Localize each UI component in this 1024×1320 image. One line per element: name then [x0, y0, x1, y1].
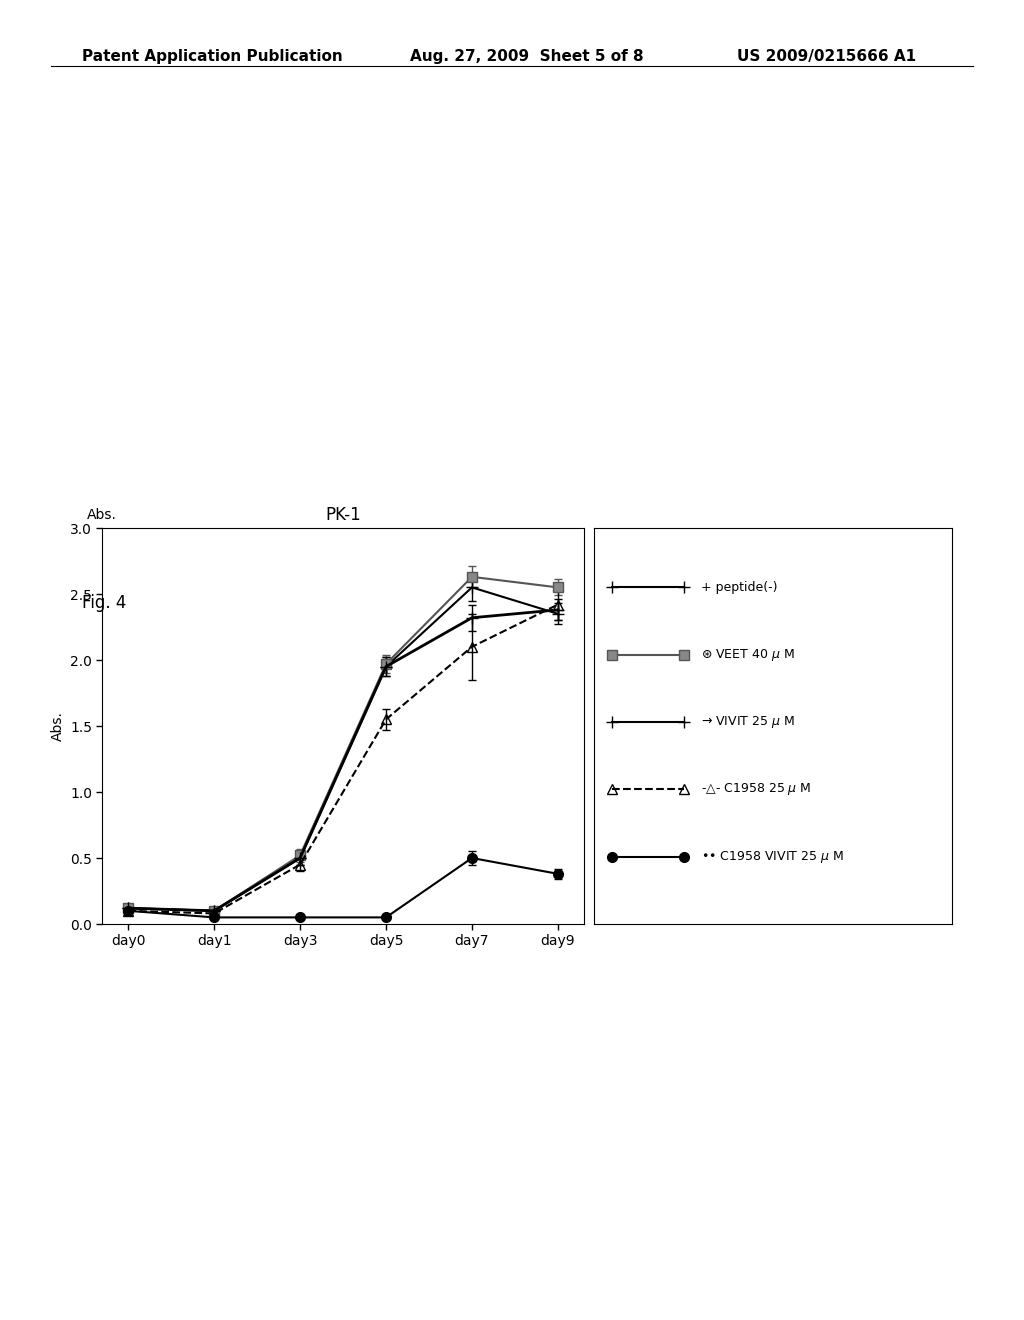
Text: •• C1958 VIVIT 25 $\mu$ M: •• C1958 VIVIT 25 $\mu$ M [701, 849, 844, 865]
Text: → VIVIT 25 $\mu$ M: → VIVIT 25 $\mu$ M [701, 714, 796, 730]
Title: PK-1: PK-1 [326, 506, 360, 524]
Text: Abs.: Abs. [87, 508, 117, 523]
Text: ⊛ VEET 40 $\mu$ M: ⊛ VEET 40 $\mu$ M [701, 647, 796, 663]
Text: + peptide(-): + peptide(-) [701, 581, 778, 594]
Text: US 2009/0215666 A1: US 2009/0215666 A1 [737, 49, 916, 63]
Text: -△- C1958 25 $\mu$ M: -△- C1958 25 $\mu$ M [701, 781, 812, 797]
Text: Patent Application Publication: Patent Application Publication [82, 49, 343, 63]
Text: Aug. 27, 2009  Sheet 5 of 8: Aug. 27, 2009 Sheet 5 of 8 [410, 49, 643, 63]
Text: Fig. 4: Fig. 4 [82, 594, 126, 612]
Y-axis label: Abs.: Abs. [50, 711, 65, 741]
